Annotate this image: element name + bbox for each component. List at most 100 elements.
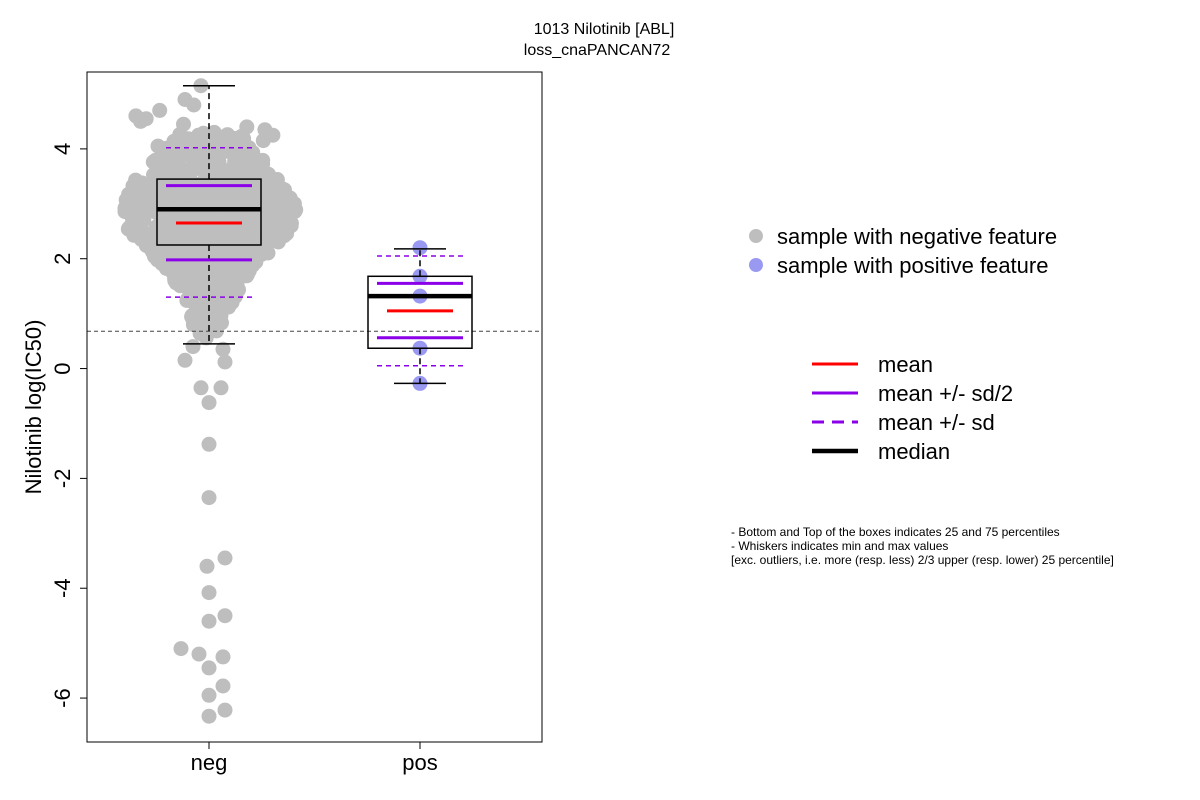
x-axis: neg pos (191, 741, 438, 775)
neg-point (150, 138, 166, 154)
neg-point (227, 289, 243, 305)
neg-point (144, 203, 160, 219)
neg-point (189, 222, 205, 238)
y-axis: -6 -4 -2 0 2 4 (50, 143, 88, 708)
neg-point (126, 227, 142, 243)
legend-points: sample with negative feature sample with … (749, 224, 1057, 278)
neg-outlier-point (201, 436, 217, 452)
legend-point-label: sample with positive feature (777, 253, 1048, 278)
neg-point (166, 133, 182, 149)
neg-point (284, 201, 300, 217)
neg-point (169, 170, 185, 186)
iqr-box (367, 275, 473, 349)
neg-point (139, 227, 154, 243)
neg-point (207, 244, 223, 260)
neg-outlier-point (177, 352, 193, 368)
x-tick-label: pos (402, 750, 437, 775)
legend-point-swatch (749, 229, 763, 243)
neg-point (270, 226, 286, 242)
legend-line-label: mean +/- sd (878, 410, 995, 435)
neg-outlier-point (217, 550, 233, 566)
note-line: - Whiskers indicates min and max values (731, 539, 948, 553)
neg-point (141, 190, 157, 205)
neg-point (214, 192, 230, 208)
neg-point (183, 281, 199, 297)
neg-outlier-point (215, 341, 231, 357)
neg-outlier-point (173, 641, 189, 657)
neg-outlier-point (185, 339, 201, 355)
iqr-box (156, 178, 262, 246)
data-points (117, 78, 428, 724)
neg-point (160, 242, 176, 258)
y-tick-label: 4 (50, 143, 75, 155)
neg-point (213, 271, 228, 287)
neg-point (217, 144, 233, 159)
pos-point (412, 240, 428, 256)
neg-point (185, 313, 201, 329)
neg-outlier-point (215, 678, 231, 694)
neg-outlier-point (201, 395, 217, 411)
neg-outlier-point (191, 646, 207, 662)
neg-outlier-point (201, 687, 217, 703)
neg-point (124, 186, 140, 202)
neg-point (255, 133, 271, 149)
neg-point (228, 241, 244, 257)
y-axis-label: Nilotinib log(IC50) (21, 320, 46, 495)
legend-point-label: sample with negative feature (777, 224, 1057, 249)
neg-point (177, 92, 193, 107)
neg-point (158, 260, 174, 276)
neg-point (236, 136, 252, 152)
neg-point (141, 177, 156, 192)
neg-outlier-point (201, 708, 217, 724)
neg-point (232, 189, 248, 205)
chart-notes: - Bottom and Top of the boxes indicates … (731, 525, 1114, 567)
neg-point (194, 294, 210, 310)
neg-point (245, 255, 261, 271)
neg-point (128, 172, 144, 188)
note-line: [exc. outliers, i.e. more (resp. less) 2… (731, 553, 1114, 567)
neg-outlier-point (217, 702, 233, 718)
neg-point (260, 245, 276, 261)
x-tick-label: neg (191, 750, 228, 775)
neg-outlier-point (201, 660, 217, 676)
y-tick-label: -6 (50, 688, 75, 708)
neg-point (266, 174, 282, 190)
y-tick-label: 0 (50, 362, 75, 374)
box-marks (87, 84, 542, 385)
neg-point (152, 102, 168, 118)
neg-point (128, 108, 144, 124)
neg-point (169, 188, 185, 203)
neg-outlier-point (217, 354, 233, 370)
neg-outlier-point (193, 380, 209, 396)
legend-line-label: median (878, 439, 950, 464)
neg-point (206, 124, 222, 140)
neg-point (200, 188, 216, 204)
legend-line-label: mean +/- sd/2 (878, 381, 1013, 406)
neg-point (239, 119, 255, 135)
neg-point (232, 160, 247, 176)
neg-point (206, 164, 222, 180)
legend-point-swatch (749, 258, 763, 272)
neg-point (184, 265, 200, 281)
neg-point (156, 152, 172, 168)
neg-outlier-point (201, 490, 217, 506)
neg-outlier-point (217, 608, 233, 624)
y-tick-label: 2 (50, 253, 75, 265)
neg-point (209, 209, 225, 225)
chart-title-line-2: loss_cnaPANCAN72 (524, 42, 671, 59)
chart-title-line-1: 1013 Nilotinib [ABL] (534, 21, 675, 38)
neg-outlier-point (201, 585, 217, 601)
neg-point (189, 137, 205, 153)
y-tick-label: -2 (50, 469, 75, 489)
neg-outlier-point (215, 649, 231, 665)
note-line: - Bottom and Top of the boxes indicates … (731, 525, 1060, 539)
legend-lines: mean mean +/- sd/2 mean +/- sd median (812, 352, 1013, 464)
neg-point (167, 224, 183, 240)
neg-outlier-point (213, 380, 229, 396)
neg-outlier-point (199, 558, 215, 574)
legend-line-label: mean (878, 352, 933, 377)
neg-point (209, 302, 225, 318)
neg-point (176, 116, 191, 132)
y-tick-label: -4 (50, 578, 75, 598)
